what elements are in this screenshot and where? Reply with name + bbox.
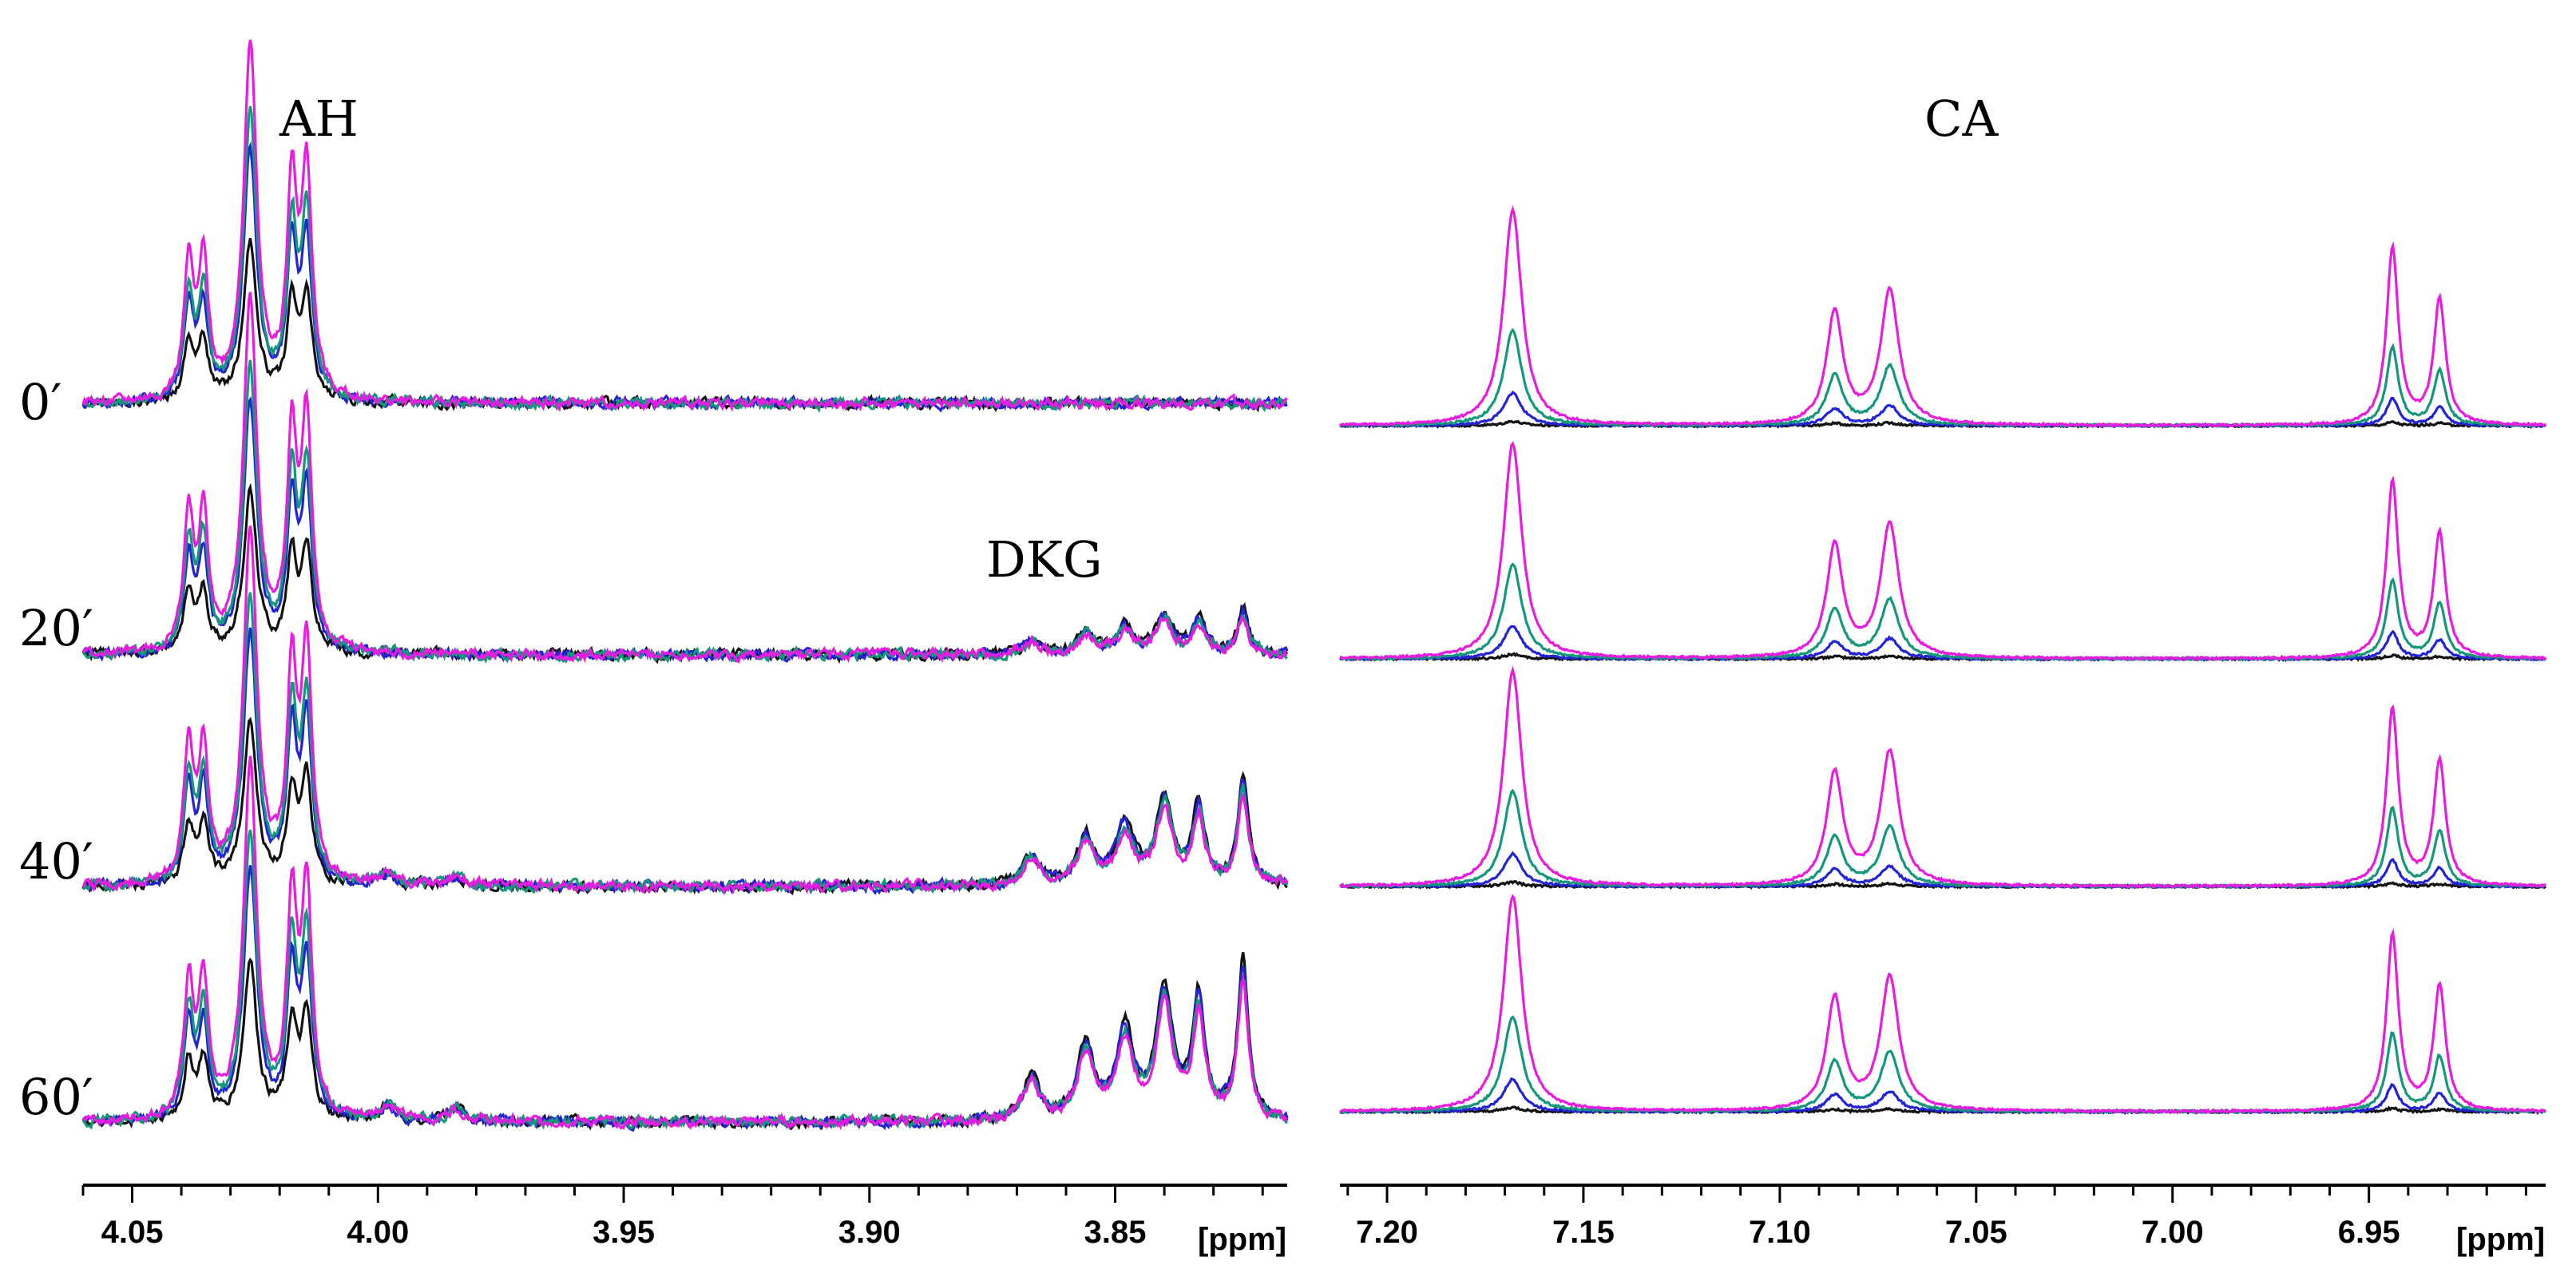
left-trace-group-2: [81, 526, 1289, 896]
left-tick-label: 3.85: [1084, 1215, 1147, 1250]
left-trace-blue-2: [81, 627, 1289, 895]
left-trace-group-3: [81, 756, 1289, 1132]
left-trace-blue-0: [81, 141, 1288, 413]
left-trace-group-1: [81, 292, 1289, 664]
time-label-20: 20′: [19, 599, 93, 657]
left-tick-label: 4.00: [347, 1215, 409, 1250]
left-tick-label: 3.95: [592, 1215, 655, 1250]
right-trace-magenta-1: [1340, 441, 2547, 662]
right-tick-label: 7.20: [1356, 1215, 1418, 1250]
right-trace-magenta-0: [1339, 205, 2547, 428]
left-trace-magenta-0: [81, 39, 1289, 412]
time-label-60: 60′: [19, 1068, 93, 1126]
right-tick-label: 7.15: [1552, 1215, 1615, 1250]
right-trace-group-1: [1338, 441, 2547, 662]
right-x-axis: [ppm]: [1340, 1184, 2546, 1257]
right-trace-green-0: [1339, 327, 2547, 429]
left-trace-magenta-1: [81, 292, 1288, 664]
right-trace-green-2: [1339, 788, 2546, 890]
right-tick-label: 7.10: [1749, 1215, 1811, 1250]
left-trace-magenta-3: [81, 756, 1289, 1131]
left-ticks: 4.05 4.00 3.95 3.90 3.85: [81, 1185, 1264, 1250]
time-label-40: 40′: [19, 832, 93, 890]
left-trace-blue-1: [81, 395, 1289, 663]
right-tick-label: 7.00: [2142, 1215, 2204, 1250]
compound-label-ah: AH: [279, 89, 359, 148]
time-label-0: 0′: [19, 373, 62, 431]
left-tick-label: 3.90: [838, 1215, 901, 1250]
right-trace-blue-0: [1339, 391, 2546, 430]
left-spectrum-panel: [81, 39, 1289, 1132]
left-trace-magenta-2: [81, 526, 1289, 894]
left-trace-green-0: [82, 105, 1288, 413]
right-trace-green-1: [1339, 562, 2547, 662]
right-tick-label: 6.95: [2338, 1215, 2400, 1250]
left-trace-group-0: [81, 39, 1289, 413]
right-trace-blue-2: [1339, 851, 2546, 890]
right-trace-magenta-3: [1339, 894, 2546, 1115]
compound-label-ca: CA: [1924, 89, 1999, 148]
right-axis-unit: [ppm]: [2456, 1222, 2545, 1257]
right-trace-magenta-2: [1339, 665, 2546, 890]
compound-label-dkg: DKG: [986, 530, 1103, 589]
left-trace-blue-3: [81, 865, 1289, 1132]
left-axis-unit: [ppm]: [1198, 1222, 1286, 1257]
right-trace-group-0: [1339, 205, 2547, 430]
right-trace-blue-3: [1339, 1077, 2546, 1116]
left-tick-label: 4.05: [101, 1215, 164, 1250]
right-trace-group-2: [1339, 665, 2547, 890]
left-x-axis: [ppm]: [83, 1184, 1287, 1257]
right-trace-green-3: [1339, 1015, 2546, 1115]
right-ticks: 7.20 7.15 7.10 7.05 7.00 6.95: [1346, 1185, 2527, 1250]
right-spectrum-panel: [1338, 205, 2547, 1116]
right-trace-group-3: [1339, 894, 2546, 1116]
right-tick-label: 7.05: [1945, 1215, 2007, 1250]
